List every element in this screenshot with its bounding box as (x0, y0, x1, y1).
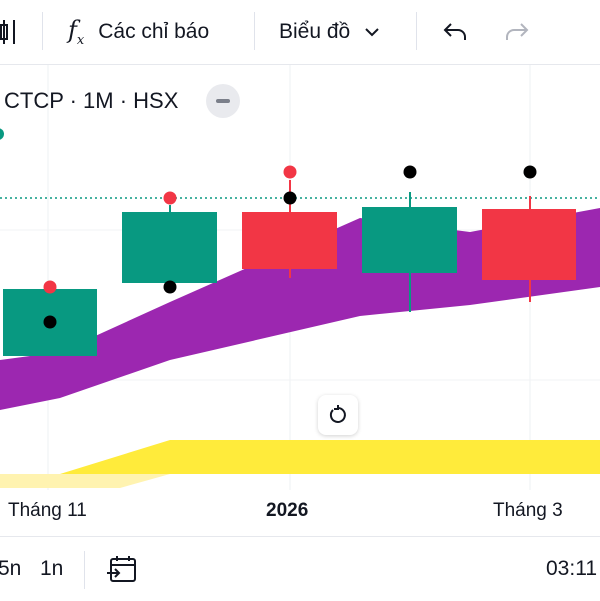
reset-chart-button[interactable] (318, 395, 358, 435)
toolbar-divider (84, 551, 85, 589)
undo-button[interactable] (442, 0, 468, 64)
candle (242, 180, 337, 278)
candle (362, 192, 457, 312)
signal-dot-red (43, 280, 57, 294)
indicators-button[interactable]: fx Các chỉ báo (68, 0, 209, 64)
candle (122, 205, 217, 283)
chart-type-label: Biểu đồ (279, 20, 351, 43)
signal-dot-black (283, 191, 297, 205)
symbol-text: CTCP · 1M · HSX (4, 88, 179, 113)
bottom-toolbar: 5n 1n 03:11 (0, 536, 600, 601)
partial-marker (0, 128, 4, 140)
signal-dot-black (43, 315, 57, 329)
signal-dot-black (163, 280, 177, 294)
chart-type-button[interactable]: Biểu đồ (279, 0, 380, 64)
candle-icon[interactable] (0, 0, 18, 64)
toolbar-divider (416, 12, 417, 50)
collapse-legend-button[interactable] (206, 84, 241, 118)
indicators-label: Các chỉ báo (98, 20, 210, 43)
top-toolbar: fx Các chỉ báo Biểu đồ (0, 0, 600, 65)
toolbar-divider (42, 12, 43, 50)
lower-band-edge (0, 474, 170, 488)
undo-icon (442, 21, 468, 43)
signal-dot-black (403, 165, 417, 179)
reset-icon (327, 404, 349, 426)
price-chart[interactable] (0, 65, 600, 535)
signal-dot-red (163, 191, 177, 205)
signal-dot-black (523, 165, 537, 179)
calendar-goto-icon (106, 553, 138, 585)
redo-icon (504, 21, 530, 43)
chevron-down-icon (364, 27, 380, 37)
redo-button[interactable] (504, 0, 530, 64)
candle (482, 196, 576, 302)
x-axis-label: 2026 (266, 500, 309, 521)
range-button-1[interactable]: 1n (40, 557, 64, 580)
range-button-5[interactable]: 5n (0, 557, 22, 580)
clock-time: 03:11 (546, 557, 597, 580)
x-axis-label: Tháng 11 (8, 500, 87, 521)
symbol-legend: CTCP · 1M · HSX (4, 84, 241, 118)
lower-band (0, 440, 600, 474)
x-axis-label: Tháng 3 (493, 500, 563, 521)
toolbar-divider (254, 12, 255, 50)
date-range-button[interactable] (106, 537, 138, 601)
signal-dot-red (283, 165, 297, 179)
minus-icon (216, 99, 231, 103)
fx-icon: fx (68, 16, 85, 48)
